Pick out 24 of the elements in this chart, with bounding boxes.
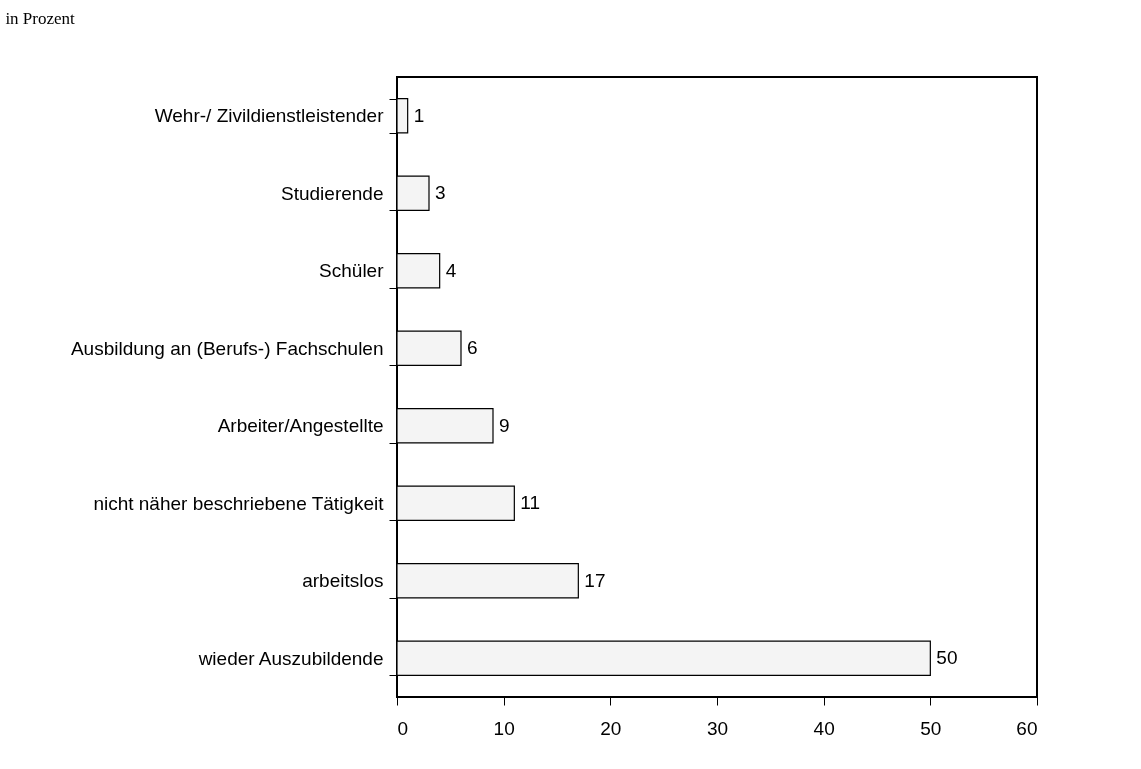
data-label: 4 — [445, 259, 457, 281]
x-tick-label: 40 — [813, 717, 835, 739]
y-tick-label: wieder Auszubildende — [197, 647, 384, 669]
x-tick-label: 60 — [1016, 717, 1038, 739]
data-label: 6 — [467, 337, 478, 359]
x-tick-label: 20 — [600, 717, 622, 739]
data-label: 11 — [520, 492, 541, 514]
y-tick-label: Schüler — [319, 260, 385, 282]
text: in Prozent — [5, 9, 76, 28]
y-tick-label: Studierende — [281, 182, 384, 204]
data-label: 1 — [413, 104, 425, 126]
data-label: 17 — [584, 569, 606, 591]
x-tick-label: 0 — [397, 717, 409, 739]
y-tick-label: Wehr-/ Zivildienstleistender — [154, 105, 385, 127]
y-tick-label: arbeitslos — [302, 570, 384, 592]
data-label: 50 — [936, 647, 958, 669]
x-tick-label: 30 — [706, 717, 729, 739]
y-tick-label: nicht näher beschriebene Tätigkeit — [93, 492, 385, 514]
x-tick-label: 50 — [920, 717, 942, 739]
data-label: 9 — [499, 414, 510, 436]
data-label: 3 — [435, 182, 446, 204]
x-tick-label: 10 — [493, 717, 515, 739]
y-tick-label: Ausbildung an (Berufs-) Fachschulen — [70, 337, 384, 359]
y-tick-label: Arbeiter/Angestellte — [217, 415, 384, 437]
